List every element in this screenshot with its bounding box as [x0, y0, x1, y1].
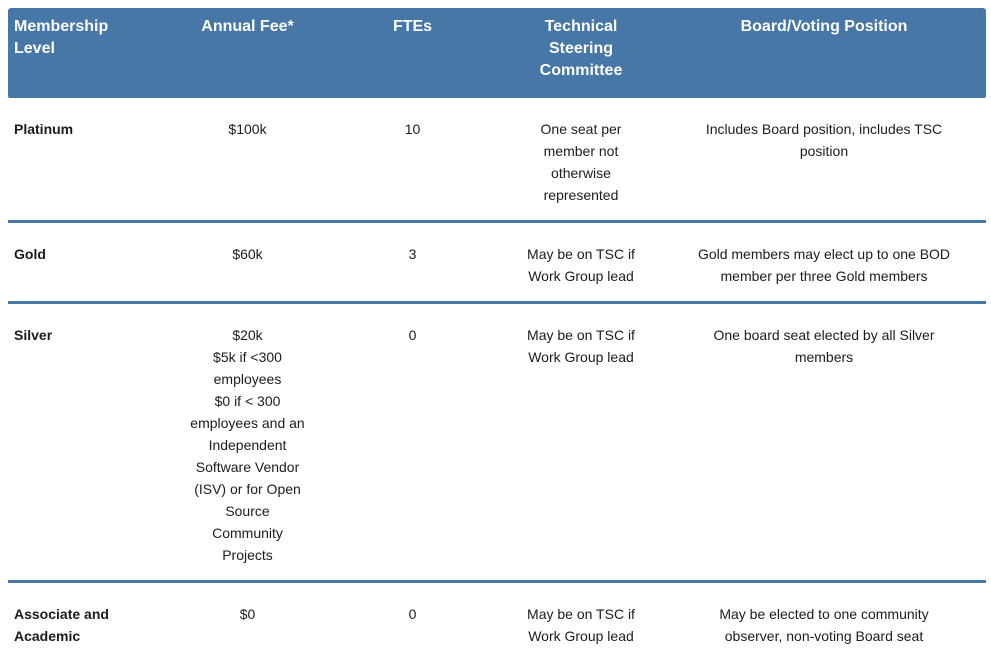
header-row: Membership Level Annual Fee* FTEs Techni… — [8, 8, 986, 98]
col-header-annual-fee: Annual Fee* — [170, 8, 325, 98]
annual-fee-cell: $20k $5k if <300 employees $0 if < 300 e… — [170, 302, 325, 583]
tsc-cell: May be on TSC if Work Group lead — [500, 221, 662, 304]
membership-level-cell: Silver — [8, 302, 170, 583]
col-header-ftes: FTEs — [325, 8, 500, 98]
tsc-cell: May be on TSC if Work Group lead — [500, 302, 662, 583]
ftes-cell: 0 — [408, 606, 417, 622]
table-row-gold: Gold $60k 3 May be on TSC if Work Group … — [8, 221, 986, 304]
membership-level-cell: Associate and Academic — [14, 606, 109, 644]
col-header-technical-steering-committee: Technical Steering Committee — [500, 8, 662, 98]
membership-levels-table: Membership Level Annual Fee* FTEs Techni… — [8, 8, 986, 661]
annual-fee-cell: $0 — [239, 606, 256, 622]
board-position-cell: May be elected to one community observer… — [719, 606, 929, 644]
tsc-cell: One seat per member not otherwise repres… — [500, 98, 662, 223]
board-position-cell: One board seat elected by all Silver mem… — [662, 302, 986, 583]
col-header-membership-level: Membership Level — [8, 8, 170, 98]
col-header-board-voting-position: Board/Voting Position — [662, 8, 986, 98]
tsc-cell: May be on TSC if Work Group lead — [527, 606, 635, 644]
membership-level-cell: Platinum — [8, 98, 170, 223]
annual-fee-cell: $60k — [170, 221, 325, 304]
ftes-cell: 3 — [325, 221, 500, 304]
table-row-silver: Silver $20k $5k if <300 employees $0 if … — [8, 302, 986, 583]
table-row-platinum: Platinum $100k 10 One seat per member no… — [8, 98, 986, 223]
table-row-associate-academic: Associate and Academic $0 0 May be on TS… — [8, 582, 986, 662]
board-position-cell: Gold members may elect up to one BOD mem… — [662, 221, 986, 304]
board-position-cell: Includes Board position, includes TSC po… — [662, 98, 986, 223]
ftes-cell: 10 — [325, 98, 500, 223]
table-header: Membership Level Annual Fee* FTEs Techni… — [8, 8, 986, 98]
membership-level-cell: Gold — [8, 221, 170, 304]
annual-fee-cell: $100k — [170, 98, 325, 223]
table-body: Platinum $100k 10 One seat per member no… — [8, 98, 986, 661]
ftes-cell: 0 — [325, 302, 500, 583]
